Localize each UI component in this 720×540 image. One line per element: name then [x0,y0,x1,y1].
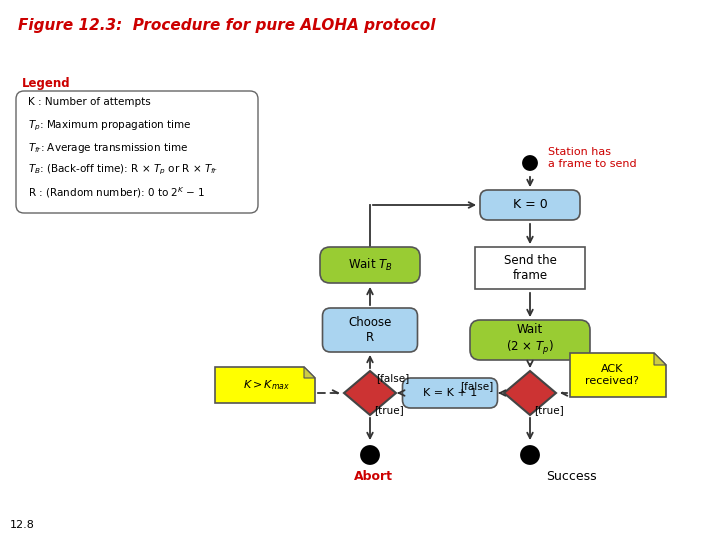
FancyBboxPatch shape [402,378,498,408]
Circle shape [518,443,542,467]
Text: K = 0: K = 0 [513,199,547,212]
Circle shape [518,443,542,467]
Text: [true]: [true] [534,405,564,415]
Text: Abort: Abort [354,470,393,483]
Polygon shape [215,367,315,403]
FancyBboxPatch shape [470,320,590,360]
Circle shape [358,443,382,467]
Text: $T_p$: Maximum propagation time: $T_p$: Maximum propagation time [28,119,192,133]
Text: Wait
(2 × $T_p$): Wait (2 × $T_p$) [506,323,554,357]
Text: $T_{fr}$: Average transmission time: $T_{fr}$: Average transmission time [28,141,188,155]
Polygon shape [570,353,666,397]
FancyBboxPatch shape [320,247,420,283]
Polygon shape [654,353,666,365]
FancyBboxPatch shape [16,91,258,213]
Text: K : Number of attempts: K : Number of attempts [28,97,150,107]
Polygon shape [504,371,556,415]
Text: K = K + 1: K = K + 1 [423,388,477,398]
Polygon shape [304,367,315,378]
Text: Wait $T_B$: Wait $T_B$ [348,257,392,273]
Text: Send the
frame: Send the frame [503,254,557,282]
Text: 12.8: 12.8 [10,520,35,530]
Text: [false]: [false] [376,373,409,383]
Polygon shape [344,371,396,415]
Circle shape [358,443,382,467]
Text: $K > K_{max}$: $K > K_{max}$ [243,378,291,392]
Text: Choose
R: Choose R [348,316,392,344]
Text: $T_B$: (Back-off time): R × $T_p$ or R × $T_{fr}$: $T_B$: (Back-off time): R × $T_p$ or R ×… [28,163,218,178]
Text: ACK
received?: ACK received? [585,364,639,386]
Text: Figure 12.3:  Procedure for pure ALOHA protocol: Figure 12.3: Procedure for pure ALOHA pr… [18,18,436,33]
Text: [false]: [false] [460,381,493,391]
FancyBboxPatch shape [480,190,580,220]
Text: Station has
a frame to send: Station has a frame to send [548,147,636,169]
Bar [475,247,585,289]
Text: [true]: [true] [374,405,404,415]
Text: R : (Random number): 0 to $2^K$ − 1: R : (Random number): 0 to $2^K$ − 1 [28,185,205,200]
Circle shape [520,153,540,173]
Text: Legend: Legend [22,77,71,90]
Circle shape [520,153,540,173]
Text: Success: Success [546,470,597,483]
FancyBboxPatch shape [323,308,418,352]
